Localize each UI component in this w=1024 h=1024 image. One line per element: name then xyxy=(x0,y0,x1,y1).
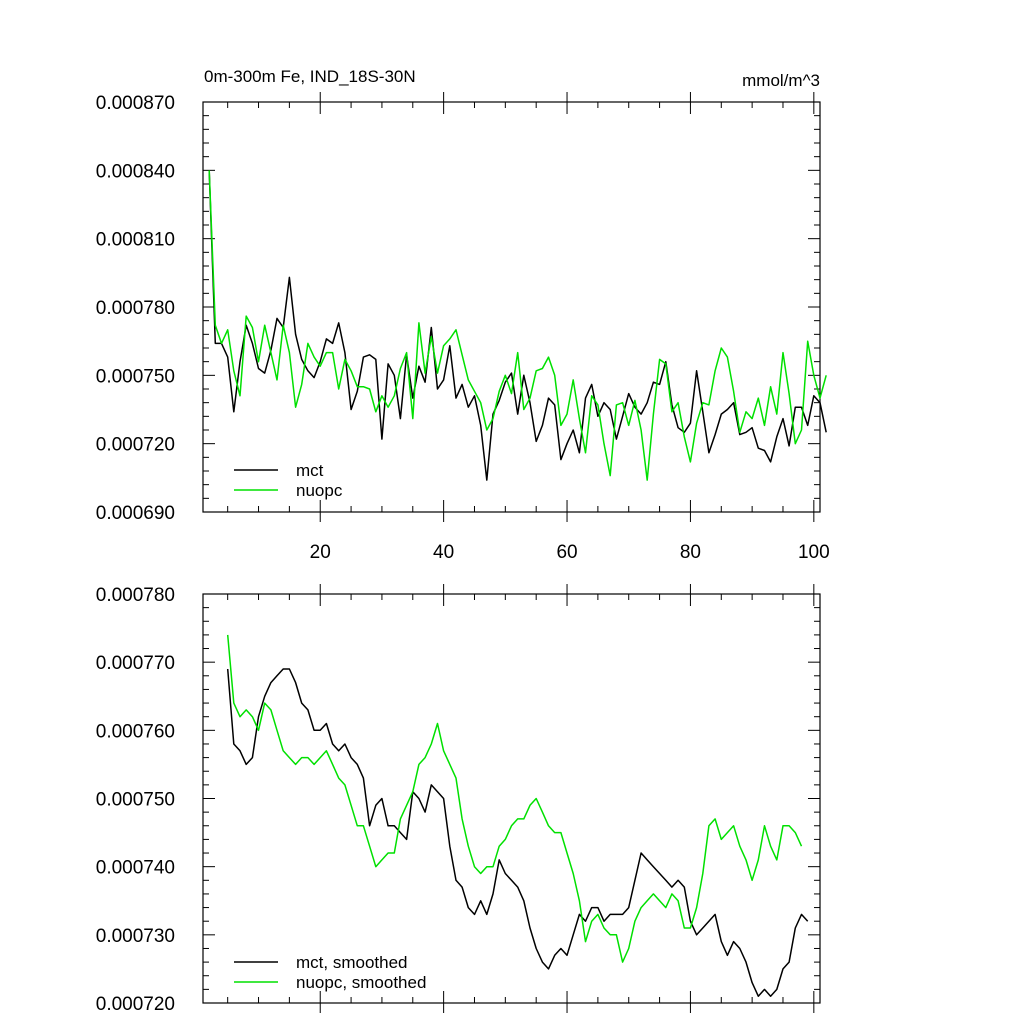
y-tick-label: 0.000780 xyxy=(96,298,175,319)
y-tick-label: 0.000870 xyxy=(96,93,175,114)
y-tick-label: 0.000720 xyxy=(96,994,175,1015)
plot-frame xyxy=(202,101,821,513)
y-tick-label: 0.000750 xyxy=(96,366,175,387)
series-line-nuopc xyxy=(208,170,827,481)
x-tick-label: 80 xyxy=(680,542,701,563)
panel-raw: 0m-300m Fe, IND_18S-30N mmol/m^3 0.00069… xyxy=(96,67,830,563)
x-tick-label: 100 xyxy=(798,542,830,563)
y-tick-label: 0.000720 xyxy=(96,435,175,456)
y-tick-label: 0.000740 xyxy=(96,858,175,879)
y-tick-label: 0.000770 xyxy=(96,653,175,674)
plot-frame xyxy=(202,593,821,1004)
y-tick-label: 0.000690 xyxy=(96,503,175,524)
series-line-mct xyxy=(208,170,827,481)
units-label: mmol/m^3 xyxy=(742,71,820,90)
panel-smoothed: 0.000720 0.000730 0.000740 0.000750 0.000760… xyxy=(96,584,821,1015)
x-tick-label: 60 xyxy=(556,542,577,563)
legend-label: mct, smoothed xyxy=(296,953,408,972)
x-tick-label: 40 xyxy=(433,542,454,563)
y-tick-label: 0.000760 xyxy=(96,721,175,742)
y-tick-label: 0.000750 xyxy=(96,790,175,811)
y-tick-label: 0.000780 xyxy=(96,585,175,606)
legend-label: nuopc xyxy=(296,481,343,500)
y-tick-label: 0.000730 xyxy=(96,926,175,947)
y-tick-label: 0.000810 xyxy=(96,230,175,251)
legend-label: nuopc, smoothed xyxy=(296,973,426,992)
legend-label: mct xyxy=(296,461,324,480)
chart-title: 0m-300m Fe, IND_18S-30N xyxy=(204,67,416,86)
series-line-mct-smoothed xyxy=(226,668,809,997)
x-tick-label: 20 xyxy=(310,542,331,563)
y-tick-label: 0.000840 xyxy=(96,161,175,182)
series-line-nuopc-smoothed xyxy=(226,634,803,963)
